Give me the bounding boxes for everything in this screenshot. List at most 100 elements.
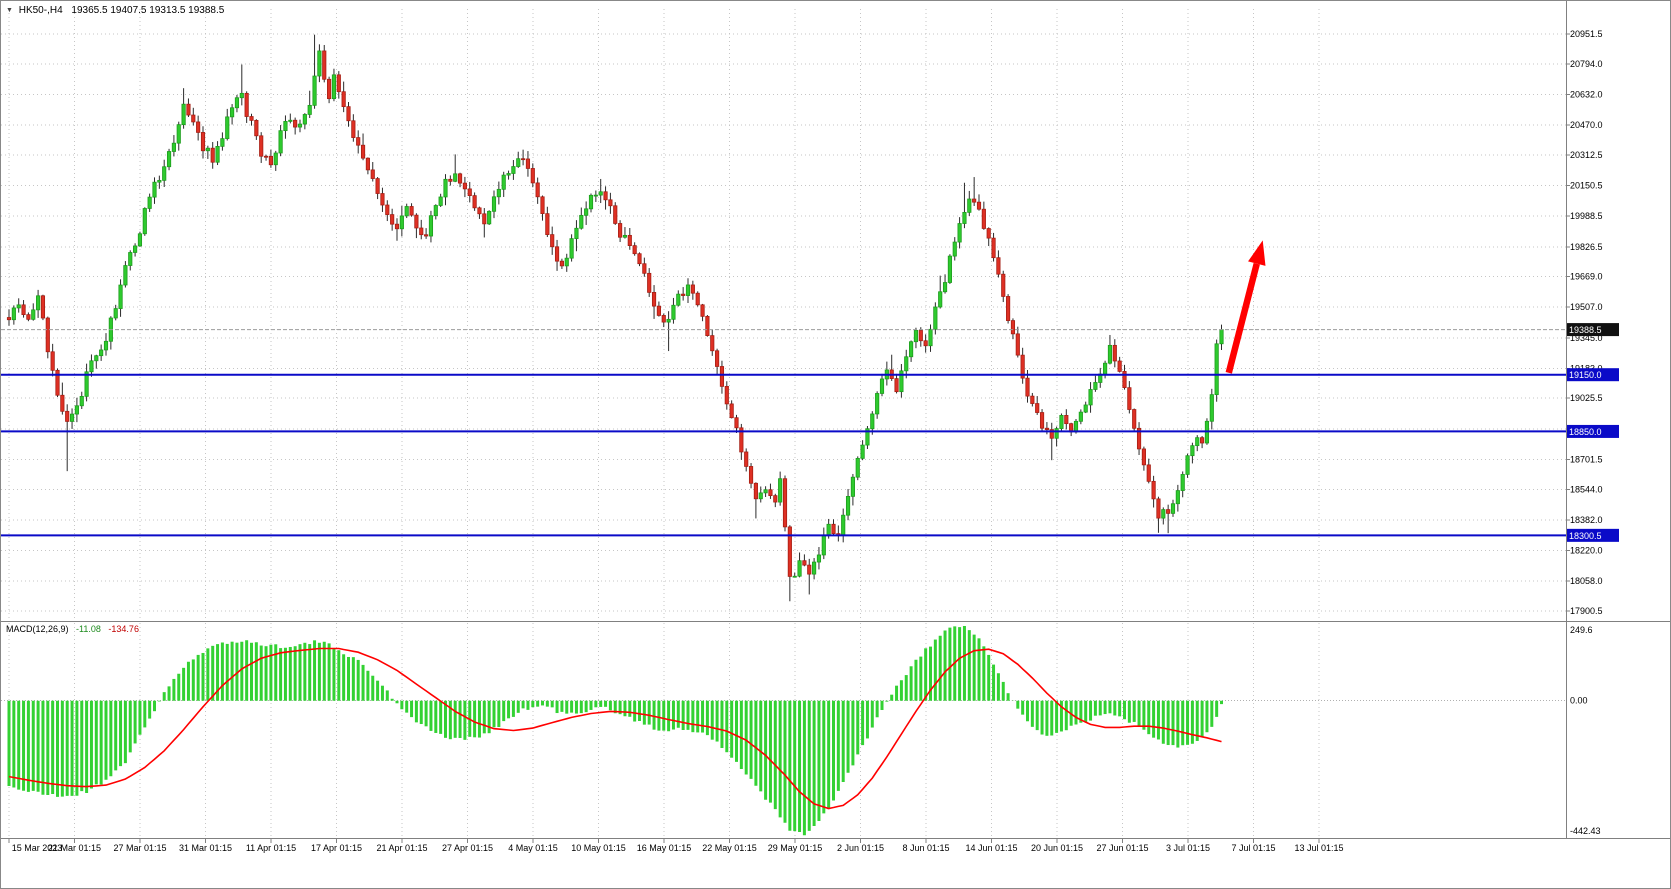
candle: [312, 34, 317, 109]
candle: [230, 104, 235, 125]
candle: [550, 226, 555, 255]
candle: [482, 208, 487, 238]
price-axis-label: 19988.5: [1570, 211, 1603, 221]
candle: [1166, 504, 1171, 534]
candle: [414, 213, 419, 239]
price-axis-label: 19345.0: [1570, 333, 1603, 343]
candle: [554, 239, 560, 271]
candle: [812, 558, 817, 580]
candle: [1161, 507, 1166, 525]
candle: [807, 558, 812, 595]
candle: [457, 172, 463, 188]
candle: [676, 290, 681, 307]
candle: [1180, 471, 1185, 498]
candle: [559, 258, 564, 269]
candle: [603, 186, 608, 210]
candle: [744, 448, 749, 472]
candle: [909, 340, 914, 362]
candle: [322, 44, 327, 83]
candle: [118, 279, 123, 317]
candle: [254, 119, 259, 140]
macd-axis-label: 0.00: [1570, 696, 1588, 706]
candle: [424, 228, 429, 239]
price-tag-label: 18850.0: [1569, 427, 1602, 437]
candle: [996, 250, 1001, 278]
candle: [879, 373, 885, 397]
candle: [26, 312, 31, 322]
candle: [1059, 413, 1064, 431]
candle: [1006, 294, 1011, 324]
candle: [113, 304, 118, 321]
candle: [1112, 339, 1117, 368]
candle: [1078, 409, 1083, 425]
candle: [1103, 360, 1108, 379]
candle: [584, 201, 589, 225]
candle: [438, 193, 443, 207]
buy-signal-arrow[interactable]: [1225, 240, 1266, 374]
candle: [695, 291, 700, 307]
candle: [40, 294, 46, 321]
candle: [84, 363, 89, 402]
candle: [598, 178, 603, 204]
candle: [884, 361, 889, 386]
candle: [176, 121, 181, 151]
candle: [220, 132, 225, 151]
candle: [792, 572, 797, 578]
candle: [186, 98, 191, 118]
price-tag: [1567, 368, 1619, 382]
candle: [700, 303, 705, 322]
candle: [263, 154, 269, 161]
candle: [981, 201, 986, 230]
candle: [836, 525, 841, 542]
candle: [952, 237, 957, 261]
time-axis-label: 17 Apr 01:15: [311, 843, 362, 853]
candle: [778, 471, 783, 506]
candle: [196, 115, 201, 141]
candle: [239, 64, 244, 106]
candle: [821, 527, 826, 560]
candle: [1200, 436, 1205, 449]
candle: [205, 145, 210, 159]
candle: [608, 192, 613, 214]
candle: [797, 552, 802, 578]
candle: [21, 300, 26, 318]
price-axis-label: 20794.0: [1570, 59, 1603, 69]
candle: [942, 274, 948, 294]
price-axis-label: 20951.5: [1570, 29, 1603, 39]
candle: [288, 113, 293, 124]
time-axis-label: 15 Mar 2023: [12, 843, 63, 853]
candle: [1175, 484, 1180, 512]
macd-axis-label: -442.43: [1570, 826, 1601, 836]
candle: [69, 408, 75, 429]
candle: [647, 268, 652, 297]
candle: [89, 354, 94, 377]
time-axis-label: 27 Jun 01:15: [1096, 843, 1148, 853]
candle: [16, 298, 21, 313]
candle: [297, 119, 303, 133]
candle: [865, 425, 870, 450]
horizontal-level-lines[interactable]: [1, 329, 1566, 537]
price-tag: [1567, 528, 1619, 542]
candle: [380, 187, 385, 212]
candle: [60, 382, 65, 415]
candle: [1209, 388, 1214, 430]
candle: [74, 397, 79, 423]
candle: [516, 151, 521, 168]
candle: [1069, 422, 1074, 437]
candle: [710, 329, 715, 356]
candle: [200, 126, 206, 159]
time-axis-label: 21 Mar 01:15: [48, 843, 101, 853]
candle: [962, 182, 967, 229]
candle: [99, 344, 104, 361]
candle: [1035, 396, 1040, 415]
candle: [491, 190, 497, 219]
candle: [147, 193, 152, 212]
candle: [307, 90, 312, 119]
time-axis-label: 20 Jun 01:15: [1031, 843, 1083, 853]
candle: [419, 219, 424, 240]
time-axis-label: 14 Jun 01:15: [965, 843, 1017, 853]
candle: [428, 210, 434, 243]
